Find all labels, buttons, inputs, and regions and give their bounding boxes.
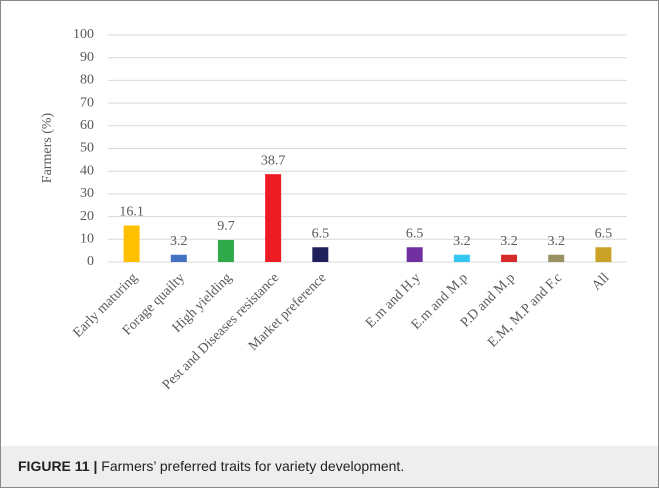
value-label: 6.5 xyxy=(595,226,613,241)
y-tick-label: 40 xyxy=(80,163,94,178)
bar xyxy=(406,247,423,262)
y-tick-label: 30 xyxy=(80,186,94,201)
caption: FIGURE 11 | Farmers’ preferred traits fo… xyxy=(18,458,404,474)
caption-bar xyxy=(1,446,658,487)
value-label: 9.7 xyxy=(217,219,235,234)
value-label: 3.2 xyxy=(547,234,565,249)
y-tick-label: 80 xyxy=(80,73,94,88)
value-label: 3.2 xyxy=(453,234,471,249)
value-label: 38.7 xyxy=(261,153,286,168)
bar xyxy=(501,254,518,262)
value-label: 6.5 xyxy=(312,226,330,241)
y-tick-label: 20 xyxy=(80,209,94,224)
figure-label: FIGURE 11 | xyxy=(18,458,97,474)
caption-text: Farmers’ preferred traits for variety de… xyxy=(101,458,404,474)
bar xyxy=(217,239,234,262)
bar xyxy=(595,247,612,262)
value-label: 3.2 xyxy=(170,234,188,249)
y-tick-label: 100 xyxy=(73,27,94,42)
bar xyxy=(312,247,329,262)
value-label: 16.1 xyxy=(119,205,144,220)
y-axis-title: Farmers (%) xyxy=(40,112,55,183)
value-label: 3.2 xyxy=(500,234,518,249)
bar xyxy=(453,254,470,262)
value-label: 6.5 xyxy=(406,226,424,241)
bar xyxy=(170,254,187,262)
y-tick-label: 70 xyxy=(80,95,94,110)
y-tick-label: 50 xyxy=(80,141,94,156)
y-tick-label: 10 xyxy=(80,232,94,247)
y-tick-label: 90 xyxy=(80,50,94,65)
bar xyxy=(265,174,282,262)
y-tick-label: 0 xyxy=(87,254,94,269)
y-tick-label: 60 xyxy=(80,118,94,133)
bar xyxy=(123,225,140,262)
x-tick-label: All xyxy=(589,270,612,293)
bar xyxy=(548,254,565,262)
